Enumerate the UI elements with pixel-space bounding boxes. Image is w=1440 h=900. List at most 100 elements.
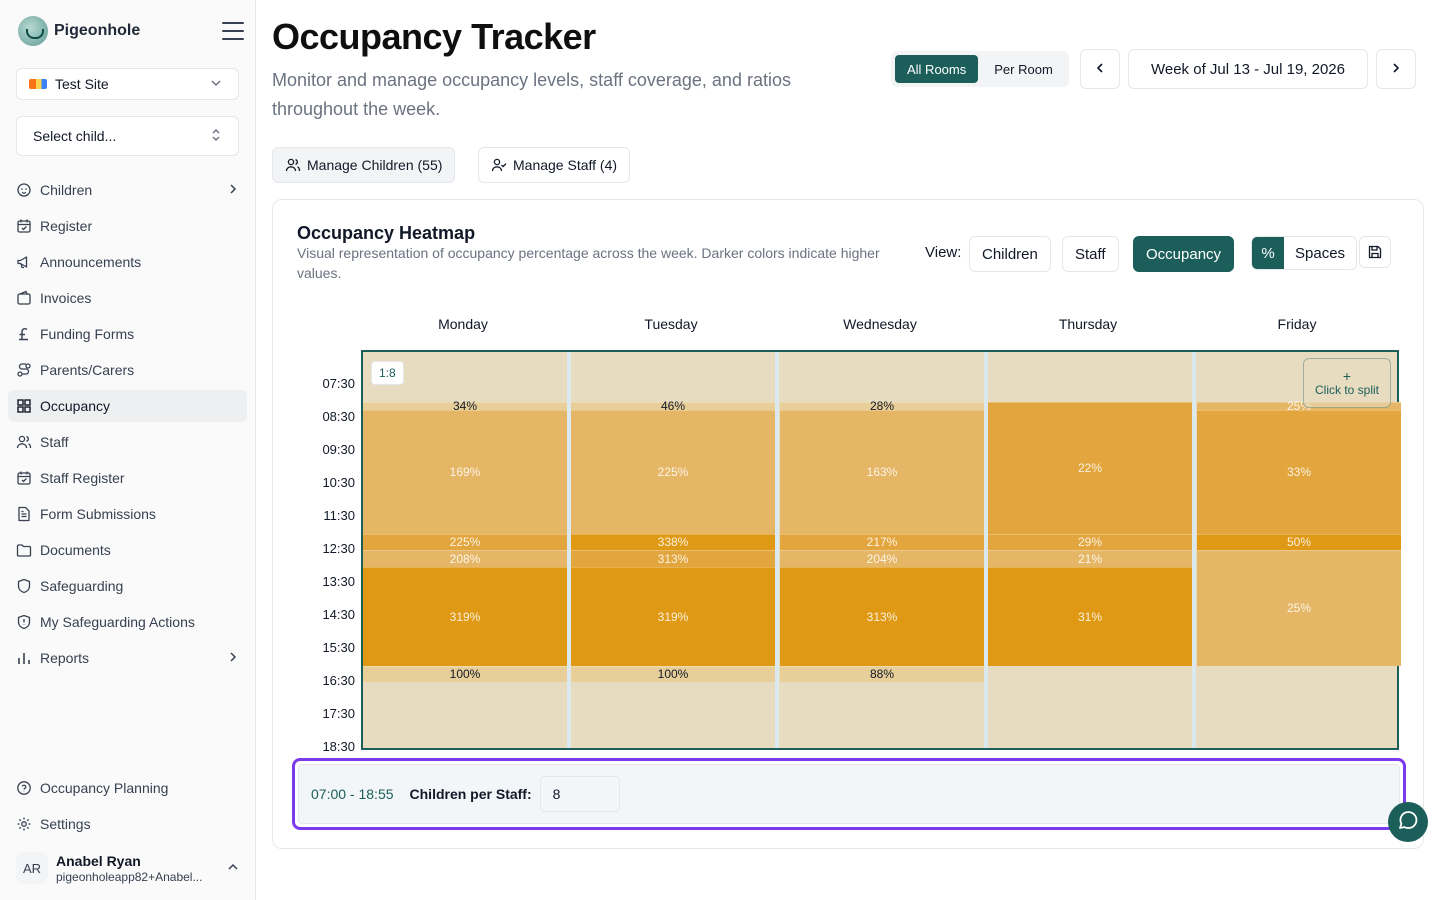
heatmap-cell[interactable]: 29% <box>988 533 1192 550</box>
manage-staff-button[interactable]: Manage Staff (4) <box>478 147 631 183</box>
sidebar-item-my-safeguarding-actions[interactable]: My Safeguarding Actions <box>8 606 247 638</box>
view-children-button[interactable]: Children <box>969 236 1051 272</box>
day-column[interactable]: 46% 225% 338% 313% 319% 100% <box>571 352 775 748</box>
heatmap-cell[interactable]: 169% <box>363 409 567 534</box>
child-select[interactable]: Select child... <box>16 116 239 156</box>
sidebar-item-label: Announcements <box>40 254 142 270</box>
sidebar-item-staff-register[interactable]: Staff Register <box>8 462 247 494</box>
user-email: pigeonholeapp82+Anabel... <box>56 869 203 884</box>
route-icon <box>16 362 32 378</box>
sidebar-item-occupancy[interactable]: Occupancy <box>8 390 247 422</box>
pigeonhole-logo-icon <box>18 16 48 46</box>
sidebar-item-reports[interactable]: Reports <box>8 642 247 674</box>
day-column[interactable]: 28% 163% 217% 204% 313% 88% <box>780 352 984 748</box>
heatmap-cell[interactable]: 25% <box>1197 550 1401 666</box>
heatmap-cell[interactable]: 163% <box>780 409 984 534</box>
ratio-badge[interactable]: 1:8 <box>371 361 404 385</box>
sidebar-item-announcements[interactable]: Announcements <box>8 246 247 278</box>
heatmap-cell[interactable]: 225% <box>571 409 775 534</box>
split-button[interactable]: + Click to split <box>1303 358 1391 408</box>
heatmap-cell[interactable]: 21% <box>988 550 1192 567</box>
time-label: 15:30 <box>322 639 355 655</box>
heatmap-cell[interactable]: 88% <box>780 665 984 682</box>
heatmap-cell[interactable]: 33% <box>1197 409 1401 534</box>
sidebar-item-children[interactable]: Children <box>8 174 247 206</box>
column-divider <box>1192 352 1196 748</box>
plus-icon: + <box>1342 368 1352 384</box>
heatmap-cell[interactable]: 100% <box>571 665 775 682</box>
sidebar-item-funding-forms[interactable]: Funding Forms <box>8 318 247 350</box>
sidebar-item-register[interactable]: Register <box>8 210 247 242</box>
page-subtitle: Monitor and manage occupancy levels, sta… <box>272 70 791 119</box>
column-divider <box>775 352 779 748</box>
save-icon[interactable] <box>1359 236 1391 268</box>
day-column[interactable]: 34% 169% 225% 208% 319% 100% <box>363 352 567 748</box>
day-column[interactable]: 22% 29% 21% 31% <box>988 352 1192 748</box>
heatmap-grid: 1:8 34% 169% 225% 208% 319% 100% 46% 225% 338% 31… <box>361 350 1401 750</box>
grid-icon <box>16 398 32 414</box>
sidebar-item-settings[interactable]: Settings <box>8 808 247 840</box>
day-column[interactable]: 25% 33% 50% 25% <box>1197 352 1401 748</box>
sidebar-item-label: Documents <box>40 542 111 558</box>
heatmap-cell[interactable]: 208% <box>363 550 567 567</box>
menu-icon[interactable] <box>222 22 244 40</box>
time-slot-range[interactable]: 07:00 - 18:55 <box>311 786 394 802</box>
time-label: 13:30 <box>322 573 355 589</box>
sidebar-item-staff[interactable]: Staff <box>8 426 247 458</box>
week-range[interactable]: Week of Jul 13 - Jul 19, 2026 <box>1128 49 1368 89</box>
per-room-button[interactable]: Per Room <box>994 61 1053 77</box>
heatmap-cell[interactable]: 46% <box>571 399 775 413</box>
site-flag-icon <box>29 79 47 89</box>
heatmap-cell[interactable]: 204% <box>780 550 984 567</box>
heatmap-cell[interactable]: 319% <box>363 566 567 666</box>
site-select[interactable]: Test Site <box>16 68 239 100</box>
heatmap-cell[interactable]: 225% <box>363 533 567 550</box>
percent-button[interactable]: % <box>1252 237 1284 269</box>
occupancy-heatmap-card: Occupancy Heatmap Visual representation … <box>272 199 1424 849</box>
chevrons-up-down-icon <box>210 128 222 145</box>
time-label: 17:30 <box>322 705 355 721</box>
heatmap-cell[interactable]: 34% <box>363 399 567 413</box>
brand-name: Pigeonhole <box>54 22 141 39</box>
heatmap-description: Visual representation of occupancy perce… <box>297 245 880 281</box>
sidebar-item-occupancy-planning[interactable]: Occupancy Planning <box>8 772 247 804</box>
sidebar-item-form-submissions[interactable]: Form Submissions <box>8 498 247 530</box>
heatmap-cell[interactable]: 100% <box>363 665 567 682</box>
heatmap-cell[interactable]: 313% <box>571 550 775 567</box>
spaces-button[interactable]: Spaces <box>1295 244 1346 262</box>
wallet-icon <box>16 290 32 306</box>
sidebar-item-parents-carers[interactable]: Parents/Carers <box>8 354 247 386</box>
heatmap-cell[interactable]: 319% <box>571 566 775 666</box>
manage-children-button[interactable]: Manage Children (55) <box>272 147 456 183</box>
previous-week-button[interactable] <box>1080 49 1120 89</box>
heatmap-cell[interactable]: 50% <box>1197 533 1401 550</box>
users-icon <box>16 434 32 450</box>
heatmap-cell[interactable]: 313% <box>780 566 984 666</box>
sidebar-item-safeguarding[interactable]: Safeguarding <box>8 570 247 602</box>
chevron-right-icon <box>227 650 239 666</box>
all-rooms-button[interactable]: All Rooms <box>895 55 979 83</box>
brand[interactable]: Pigeonhole <box>18 16 140 46</box>
time-label: 07:30 <box>322 375 355 391</box>
user-menu[interactable]: AR Anabel Ryan pigeonholeapp82+Anabel... <box>8 846 247 890</box>
site-select-value: Test Site <box>55 76 109 92</box>
view-occupancy-button[interactable]: Occupancy <box>1133 236 1235 272</box>
shield-alert-icon <box>16 614 32 630</box>
heatmap-cell[interactable]: 22% <box>988 401 1192 534</box>
next-week-button[interactable] <box>1376 49 1416 89</box>
view-staff-button[interactable]: Staff <box>1062 236 1119 272</box>
gear-icon <box>16 816 32 832</box>
heatmap-cell[interactable]: 28% <box>780 399 984 413</box>
heatmap-cell[interactable]: 31% <box>988 566 1192 666</box>
heatmap-cell[interactable]: 338% <box>571 533 775 550</box>
child-select-placeholder: Select child... <box>33 128 117 144</box>
children-per-staff-input[interactable] <box>539 776 620 812</box>
chevron-down-icon <box>210 77 222 92</box>
main-content: Occupancy Tracker Monitor and manage occ… <box>256 0 1440 900</box>
chevron-right-icon <box>227 182 239 198</box>
day-header: Monday <box>438 316 488 332</box>
sidebar-item-documents[interactable]: Documents <box>8 534 247 566</box>
chat-button[interactable] <box>1388 802 1428 842</box>
heatmap-cell[interactable]: 217% <box>780 533 984 550</box>
sidebar-item-invoices[interactable]: Invoices <box>8 282 247 314</box>
